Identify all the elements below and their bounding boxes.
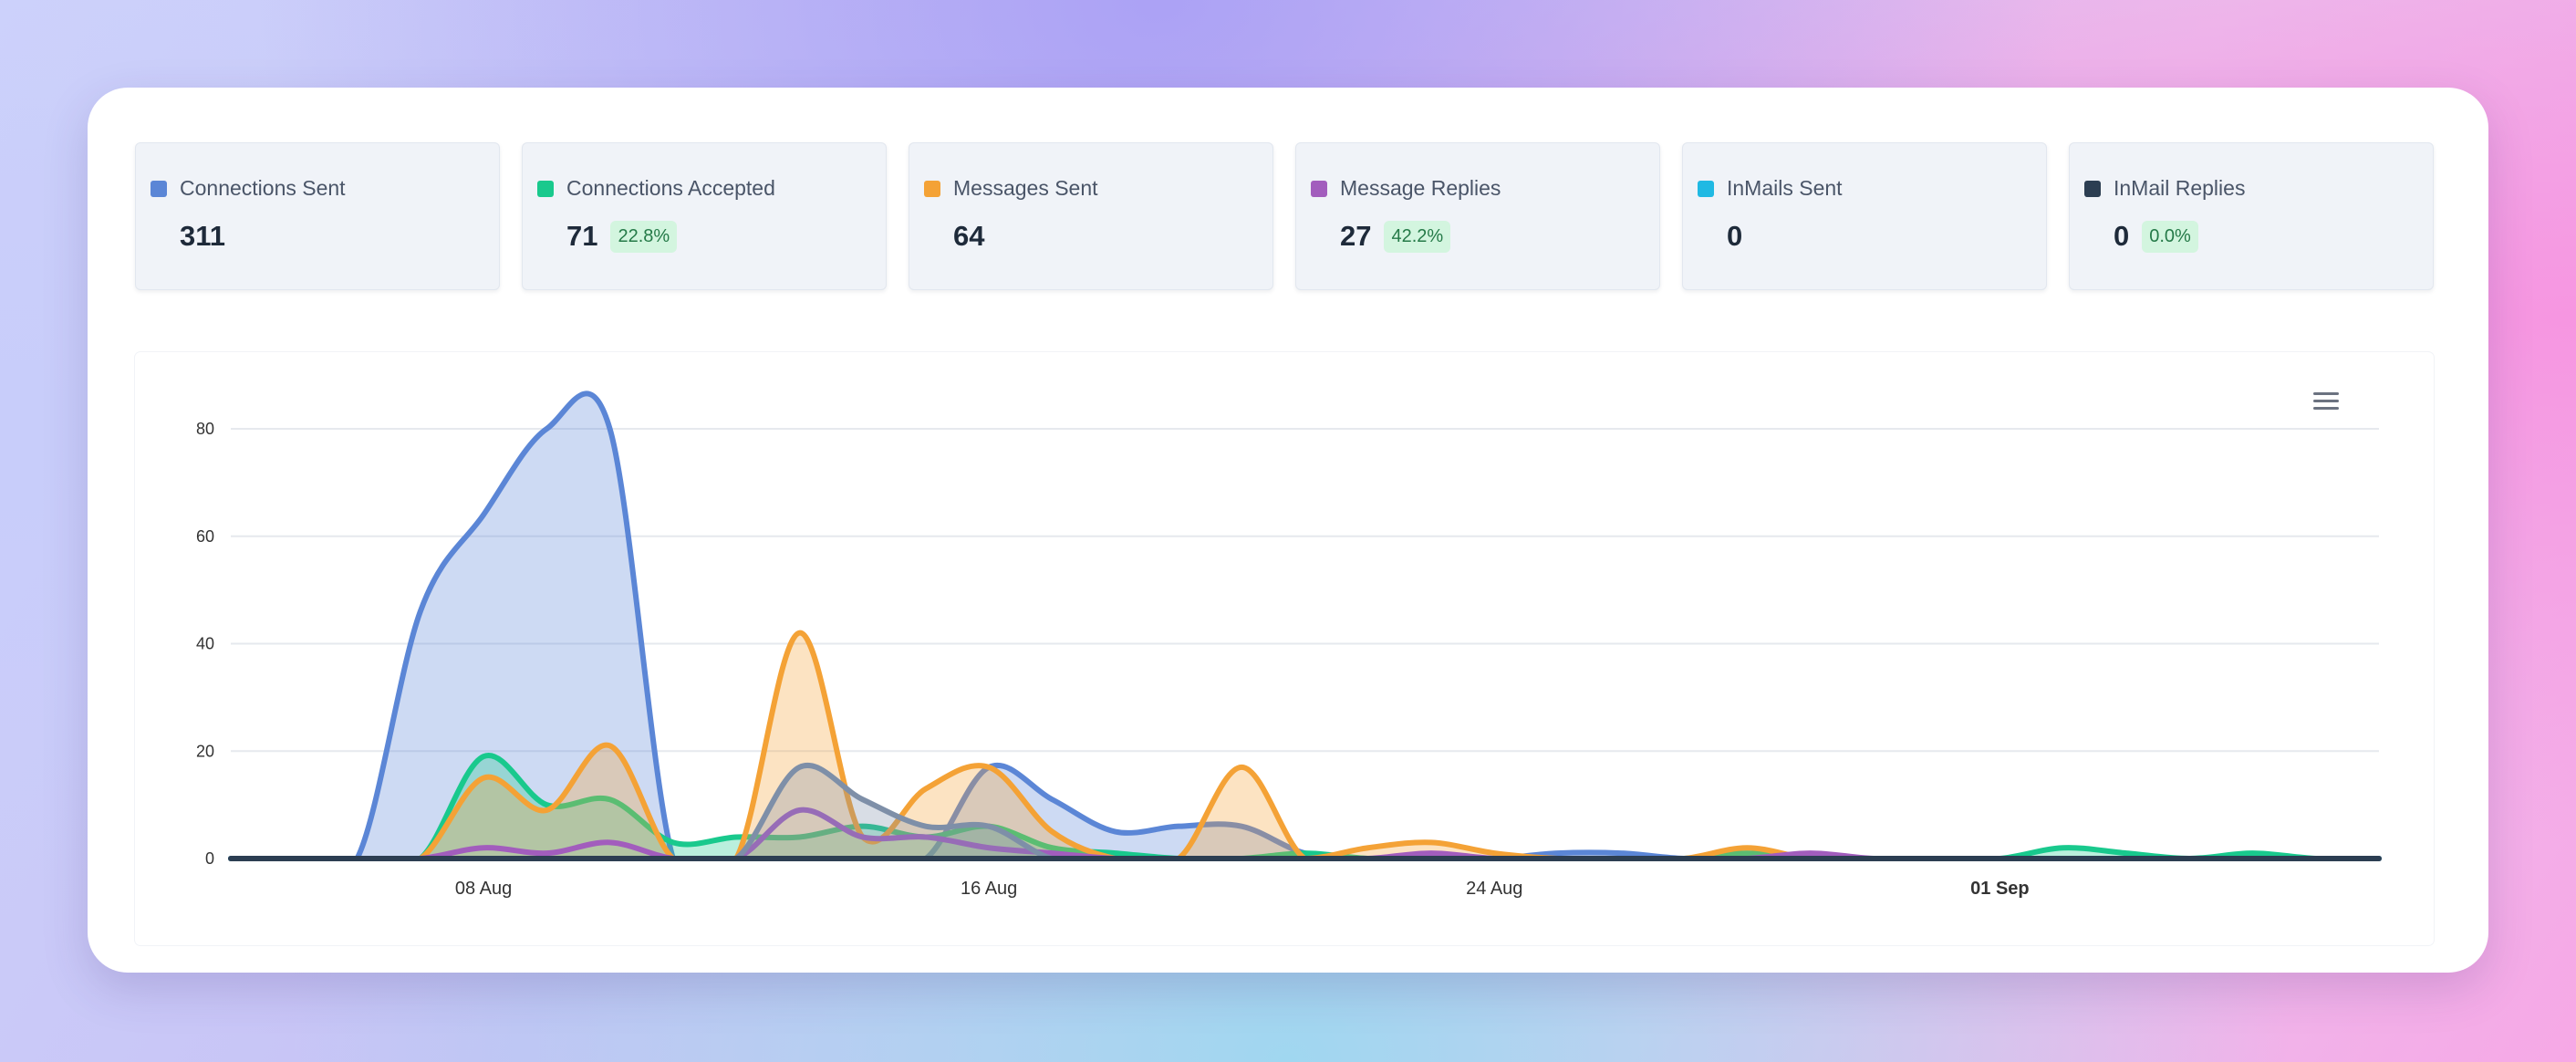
x-tick-label: 24 Aug: [1466, 879, 1522, 899]
hamburger-menu-icon[interactable]: [2313, 392, 2339, 412]
stat-label: Connections Sent: [180, 176, 346, 200]
stat-value: 0: [1727, 220, 1743, 252]
series-area: [231, 632, 2379, 859]
stat-message-replies[interactable]: Message Replies 27 42.2%: [1295, 142, 1660, 290]
legend-swatch: [1311, 180, 1327, 197]
stat-value: 0: [2114, 220, 2130, 252]
rate-badge: 0.0%: [2142, 220, 2198, 253]
y-tick-label: 60: [196, 527, 214, 546]
stat-messages-sent[interactable]: Messages Sent 64: [909, 142, 1273, 290]
legend-swatch: [2084, 180, 2101, 197]
legend-swatch: [924, 180, 940, 197]
stat-label: Connections Accepted: [566, 176, 775, 200]
rate-badge: 42.2%: [1384, 220, 1451, 253]
x-tick-label: 01 Sep: [1970, 879, 2029, 899]
x-tick-label: 08 Aug: [455, 879, 512, 899]
series-area: [231, 755, 2379, 859]
stat-label: InMail Replies: [2114, 176, 2246, 200]
legend-swatch: [1698, 180, 1714, 197]
stat-connections-sent[interactable]: Connections Sent 311: [135, 142, 500, 290]
legend-swatch: [537, 180, 554, 197]
stat-value: 27: [1340, 220, 1372, 252]
stat-value: 71: [566, 220, 598, 252]
y-tick-label: 20: [196, 742, 214, 760]
series-area: [231, 765, 2379, 859]
stat-label: InMails Sent: [1727, 176, 1843, 200]
y-tick-label: 40: [196, 635, 214, 653]
stat-value: 311: [180, 220, 226, 252]
stat-value: 64: [953, 220, 985, 252]
stat-label: Messages Sent: [953, 176, 1098, 200]
stat-connections-accepted[interactable]: Connections Accepted 71 22.8%: [522, 142, 887, 290]
rate-badge: 22.8%: [610, 220, 678, 253]
stat-label: Message Replies: [1340, 176, 1501, 200]
stats-row: Connections Sent 311 Connections Accepte…: [135, 142, 2434, 290]
stat-inmail-replies[interactable]: InMail Replies 0 0.0%: [2069, 142, 2434, 290]
legend-swatch: [151, 180, 167, 197]
x-tick-label: 16 Aug: [961, 879, 1017, 899]
y-tick-label: 0: [205, 849, 214, 868]
y-tick-label: 80: [196, 420, 214, 438]
series-area: [231, 393, 2379, 859]
stat-inmails-sent[interactable]: InMails Sent 0: [1682, 142, 2047, 290]
